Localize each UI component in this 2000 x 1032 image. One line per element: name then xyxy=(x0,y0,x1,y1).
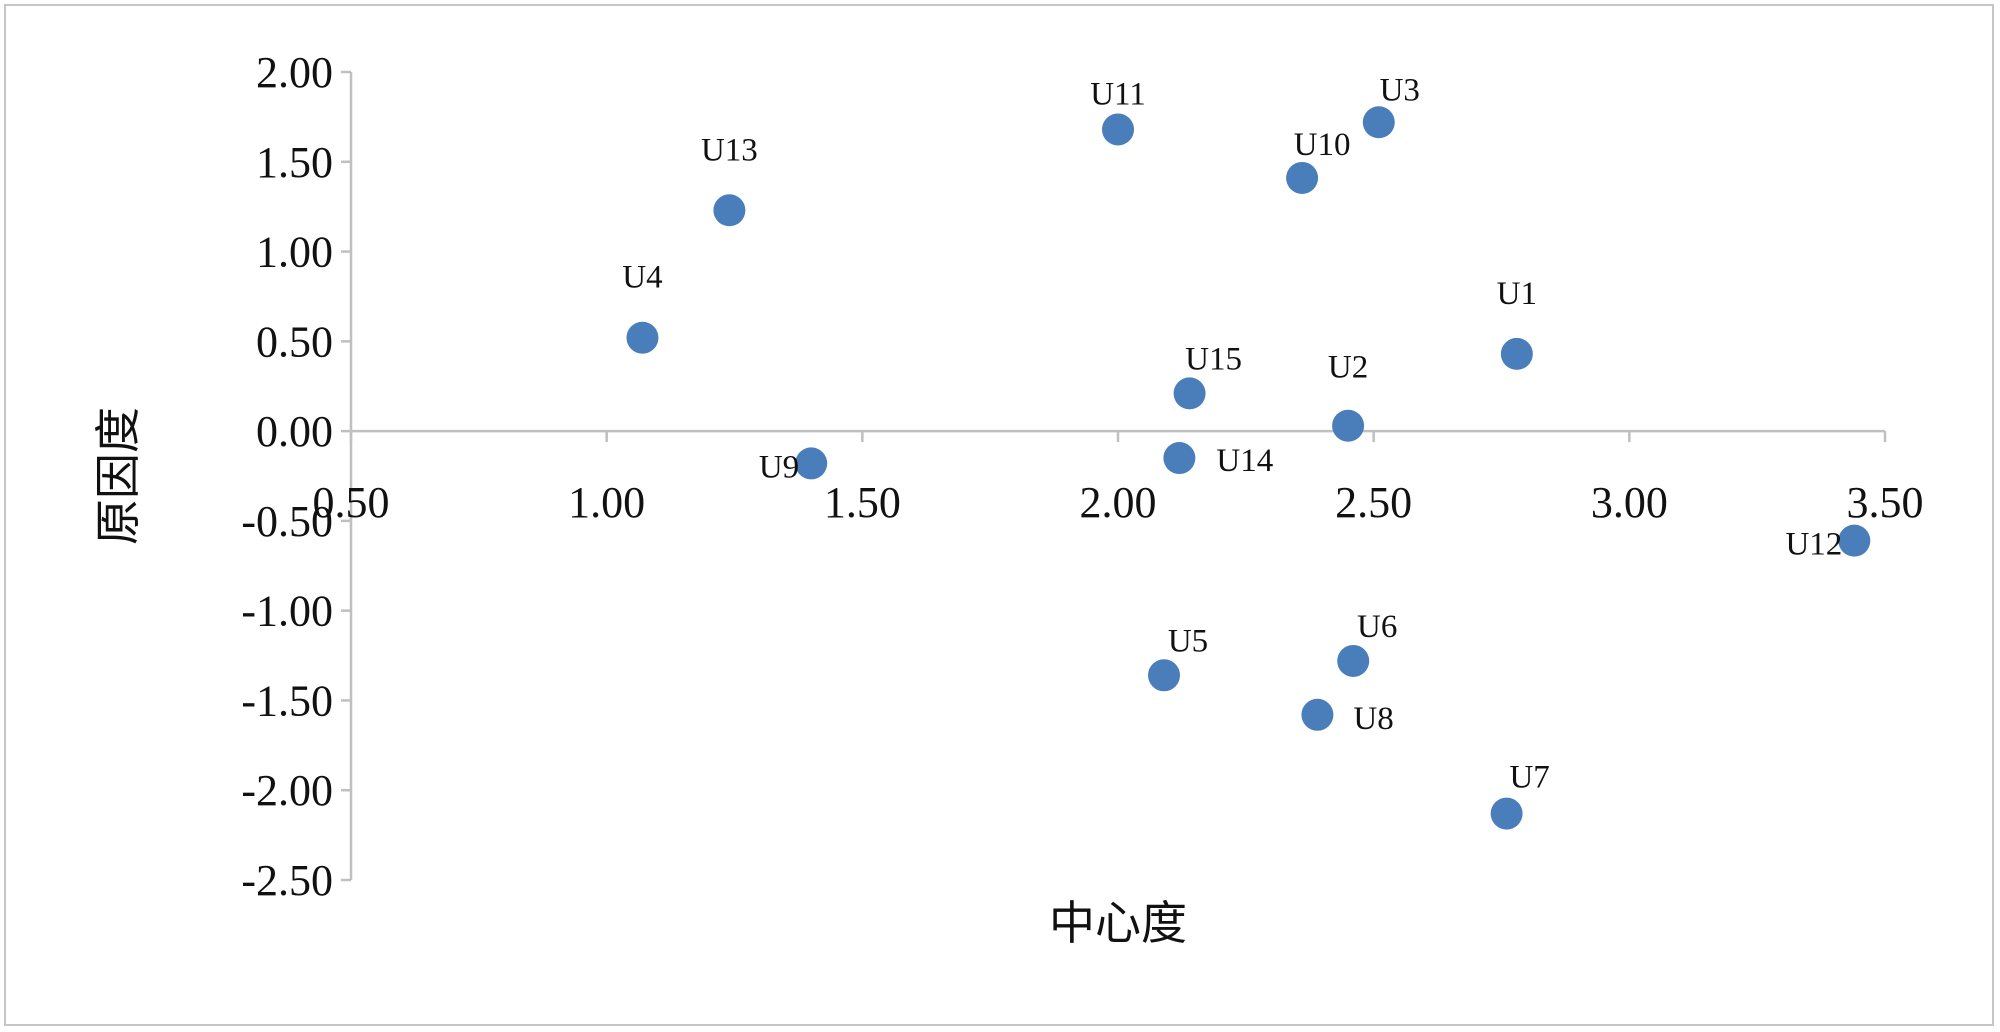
point-label-u9: U9 xyxy=(759,449,799,485)
y-tick-label: 1.50 xyxy=(256,138,333,187)
data-point-u1 xyxy=(1500,337,1533,370)
data-point-u12 xyxy=(1838,524,1871,557)
y-tick-label: -1.50 xyxy=(241,676,333,725)
point-label-u13: U13 xyxy=(701,132,758,168)
point-label-u6: U6 xyxy=(1357,609,1397,645)
data-point-u14 xyxy=(1163,442,1196,475)
point-label-u1: U1 xyxy=(1497,276,1537,312)
y-tick-label: 0.00 xyxy=(256,407,333,456)
data-point-u3 xyxy=(1362,106,1395,139)
data-point-u8 xyxy=(1301,698,1334,731)
point-label-u14: U14 xyxy=(1216,443,1273,479)
data-points xyxy=(626,106,1871,830)
x-tick-label: 1.50 xyxy=(824,478,901,527)
y-tick-label: 0.50 xyxy=(256,317,333,366)
point-label-u10: U10 xyxy=(1294,127,1351,163)
x-tick-label: 1.00 xyxy=(568,478,645,527)
data-point-u11 xyxy=(1102,113,1134,146)
point-label-u3: U3 xyxy=(1380,72,1420,108)
x-tick-label: 3.00 xyxy=(1591,478,1668,527)
point-label-u15: U15 xyxy=(1185,341,1242,377)
data-point-u2 xyxy=(1332,409,1365,442)
y-tick-label: -2.50 xyxy=(241,856,333,905)
x-tick-label: 2.50 xyxy=(1335,478,1412,527)
point-label-u4: U4 xyxy=(622,260,662,296)
point-label-u11: U11 xyxy=(1090,76,1146,112)
point-labels: U1 U2 U3 U4 U5 U6 U7 U8 U9 U10 U11 U12 U13 U14 U15 xyxy=(622,72,1842,795)
chart-frame: 2.00 1.50 1.00 0.50 0.00 -0.50 -1.00 -1.50 -2.00… xyxy=(4,4,1994,1026)
point-label-u12: U12 xyxy=(1785,527,1842,563)
data-point-u7 xyxy=(1490,797,1523,830)
point-label-u8: U8 xyxy=(1353,701,1393,737)
data-point-u9 xyxy=(795,447,828,480)
data-point-u6 xyxy=(1337,644,1370,677)
x-tick-label: 3.50 xyxy=(1847,478,1924,527)
data-point-u5 xyxy=(1148,659,1181,692)
x-tick-label: 0.50 xyxy=(313,478,390,527)
data-point-u15 xyxy=(1173,377,1206,410)
y-tick-label: -2.00 xyxy=(241,766,333,815)
axes xyxy=(341,70,1887,882)
data-point-u10 xyxy=(1286,161,1319,194)
x-tick-label: 2.00 xyxy=(1080,478,1157,527)
x-axis-title: 中心度 xyxy=(1049,896,1187,950)
data-point-u4 xyxy=(626,321,659,354)
y-tick-label: -1.00 xyxy=(241,587,333,636)
data-point-u13 xyxy=(713,194,746,227)
point-label-u5: U5 xyxy=(1168,623,1208,659)
tick-labels: 2.00 1.50 1.00 0.50 0.00 -0.50 -1.00 -1.50 -2.00… xyxy=(241,48,1923,905)
y-axis-title: 原因度 xyxy=(91,407,145,545)
y-tick-label: 2.00 xyxy=(256,48,333,97)
scatter-chart: 2.00 1.50 1.00 0.50 0.00 -0.50 -1.00 -1.50 -2.00… xyxy=(91,48,1924,950)
y-tick-label: -0.50 xyxy=(241,497,333,546)
point-label-u2: U2 xyxy=(1328,350,1368,386)
y-tick-label: 1.00 xyxy=(256,228,333,277)
point-label-u7: U7 xyxy=(1509,760,1549,796)
